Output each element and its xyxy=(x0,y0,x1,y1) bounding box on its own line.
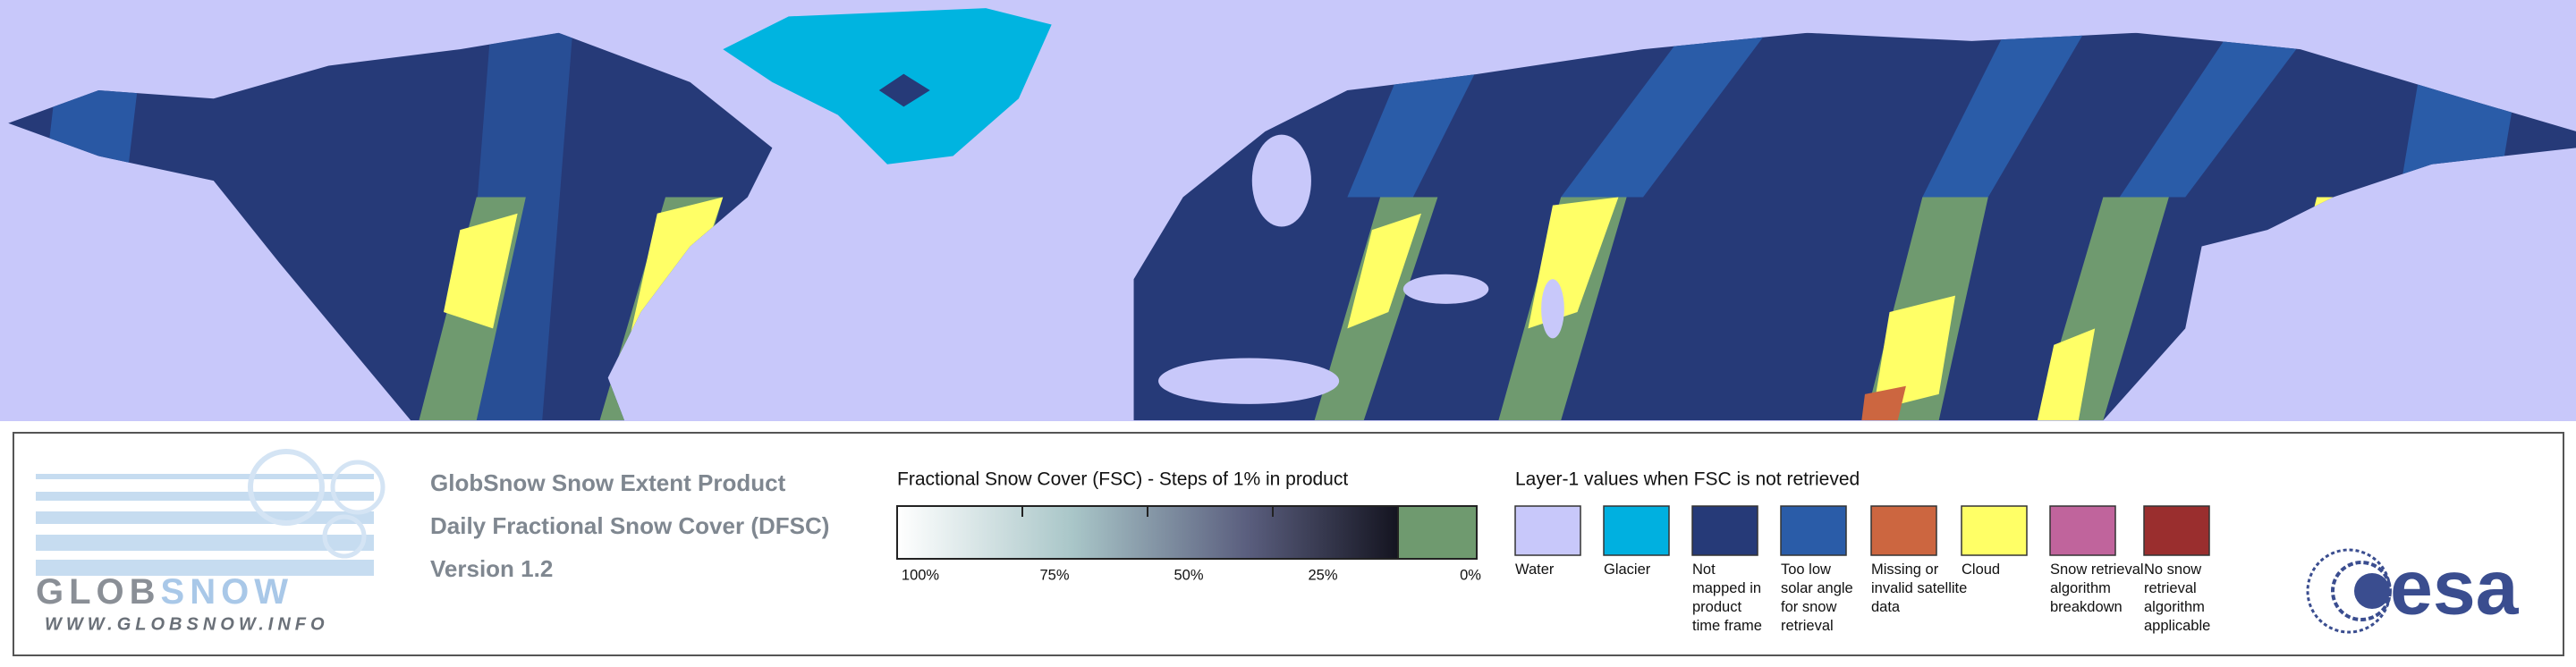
layer-title: Layer-1 values when FSC is not retrieved xyxy=(1515,469,1860,490)
product-title: GlobSnow Snow Extent Product Daily Fracti… xyxy=(430,469,829,582)
layer-swatch xyxy=(1691,505,1758,556)
layer-label: Not xyxy=(1692,561,1716,578)
layer-swatch xyxy=(1870,505,1937,556)
layer-swatch xyxy=(2049,505,2116,556)
fsc-title: Fractional Snow Cover (FSC) - Steps of 1… xyxy=(897,469,1348,490)
layer-label: invalid satellite xyxy=(1871,580,1967,596)
logo-word-part: SNOW xyxy=(161,572,293,612)
layer-swatch xyxy=(1603,505,1670,556)
layer-items: Water Glacier Not mapped in product time fram… xyxy=(1514,505,2210,634)
layer-label: time frame xyxy=(1692,618,1762,634)
layer-label: Missing or xyxy=(1871,561,1939,578)
fsc-ticks: 100% 75% 50% 25% 0% xyxy=(902,506,1481,583)
layer-label: data xyxy=(1871,599,1901,615)
logo-word-part: GLOB xyxy=(36,572,161,612)
layer-label: Water xyxy=(1515,561,1555,578)
layer-label: algorithm xyxy=(2144,599,2205,615)
layer-label: algorithm xyxy=(2050,580,2111,596)
layer-label: Too low xyxy=(1781,561,1831,578)
layer-label: breakdown xyxy=(2050,599,2123,615)
layer-label: for snow xyxy=(1781,599,1836,615)
esa-logo: esa xyxy=(2306,545,2520,634)
layer-label: solar angle xyxy=(1781,580,1853,596)
fsc-tick-label: 25% xyxy=(1308,567,1337,583)
fsc-tick-label: 75% xyxy=(1039,567,1069,583)
product-line: GlobSnow Snow Extent Product xyxy=(430,469,786,496)
product-line: Daily Fractional Snow Cover (DFSC) xyxy=(430,512,829,539)
layer-label: mapped in xyxy=(1692,580,1761,596)
globsnow-logo: GLOBSNOW WWW.GLOBSNOW.INFO xyxy=(36,449,386,634)
layer-label: product xyxy=(1692,599,1741,615)
layer-label: Cloud xyxy=(1962,561,2000,578)
layer-swatch xyxy=(1514,505,1581,556)
logo-word: GLOBSNOW xyxy=(36,572,293,612)
fsc-zero-box xyxy=(1397,505,1478,560)
layer-label: No snow xyxy=(2144,561,2201,578)
layer-swatch xyxy=(1780,505,1847,556)
esa-text: esa xyxy=(2390,545,2520,631)
layer-label: Glacier xyxy=(1604,561,1651,578)
layer-swatch xyxy=(2143,505,2210,556)
layer-label: Snow retrieval xyxy=(2050,561,2144,578)
layer-swatch xyxy=(1961,505,2028,556)
fsc-tick-label: 100% xyxy=(902,567,940,583)
product-line: Version 1.2 xyxy=(430,555,553,582)
layer-label: retrieval xyxy=(1781,618,1834,634)
fsc-tick-label: 0% xyxy=(1460,567,1481,583)
layer-label: applicable xyxy=(2144,618,2210,634)
layer-label: retrieval xyxy=(2144,580,2197,596)
logo-url: WWW.GLOBSNOW.INFO xyxy=(45,614,329,634)
fsc-tick-label: 50% xyxy=(1174,567,1203,583)
